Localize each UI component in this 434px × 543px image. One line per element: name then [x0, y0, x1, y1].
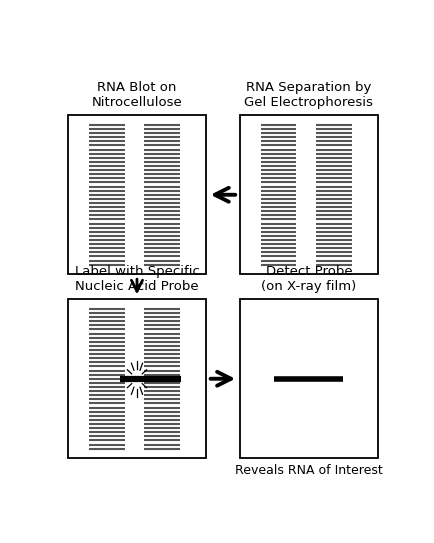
- Bar: [239, 115, 377, 274]
- Text: Detect Probe
(on X-ray film): Detect Probe (on X-ray film): [261, 265, 356, 293]
- Bar: [239, 299, 377, 458]
- Text: RNA Separation by
Gel Electrophoresis: RNA Separation by Gel Electrophoresis: [244, 81, 372, 109]
- Text: Reveals RNA of Interest: Reveals RNA of Interest: [234, 464, 382, 477]
- Bar: [68, 115, 206, 274]
- Bar: [68, 299, 206, 458]
- Text: Label with Specific
Nucleic Acid Probe: Label with Specific Nucleic Acid Probe: [74, 265, 199, 293]
- Text: RNA Blot on
Nitrocellulose: RNA Blot on Nitrocellulose: [92, 81, 182, 109]
